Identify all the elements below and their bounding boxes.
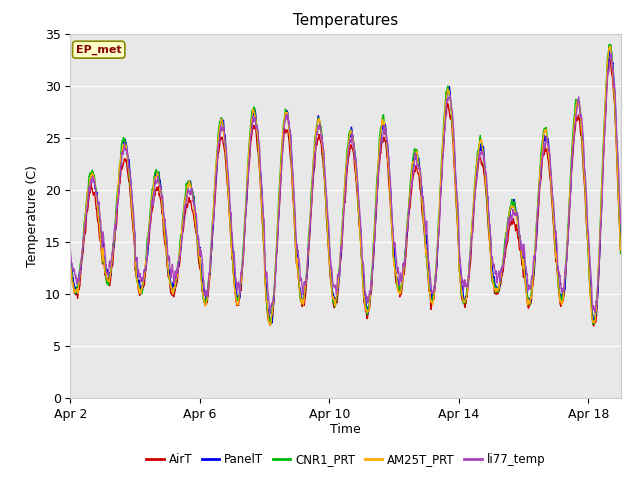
li77_temp <box>109 236 117 242</box>
AirT <box>500 261 508 266</box>
PanelT <box>185 181 193 187</box>
PanelT <box>617 233 625 239</box>
PanelT <box>268 320 276 326</box>
CNR1_PRT <box>606 41 614 47</box>
li77_temp <box>500 253 508 259</box>
AirT <box>606 56 614 62</box>
li77_temp <box>67 246 74 252</box>
li77_temp <box>607 51 615 57</box>
X-axis label: Time: Time <box>330 422 361 435</box>
CNR1_PRT <box>67 259 74 265</box>
Text: EP_met: EP_met <box>76 45 122 55</box>
li77_temp <box>232 276 239 282</box>
PanelT <box>369 263 377 268</box>
li77_temp <box>185 189 193 194</box>
CNR1_PRT <box>589 321 597 327</box>
CNR1_PRT <box>109 241 117 247</box>
PanelT <box>607 42 614 48</box>
Line: CNR1_PRT: CNR1_PRT <box>70 44 621 324</box>
Title: Temperatures: Temperatures <box>293 13 398 28</box>
AM25T_PRT <box>267 323 275 329</box>
AirT <box>67 264 74 270</box>
CNR1_PRT <box>232 292 239 298</box>
AirT <box>109 251 117 256</box>
AirT <box>232 295 239 300</box>
PanelT <box>232 286 239 291</box>
CNR1_PRT <box>178 227 186 232</box>
AM25T_PRT <box>109 240 117 246</box>
PanelT <box>178 231 186 237</box>
AirT <box>185 195 193 201</box>
Y-axis label: Temperature (C): Temperature (C) <box>26 165 39 267</box>
AM25T_PRT <box>67 263 74 268</box>
PanelT <box>109 246 117 252</box>
AM25T_PRT <box>369 253 377 259</box>
AirT <box>590 323 598 329</box>
li77_temp <box>178 237 186 243</box>
Legend: AirT, PanelT, CNR1_PRT, AM25T_PRT, li77_temp: AirT, PanelT, CNR1_PRT, AM25T_PRT, li77_… <box>141 448 550 470</box>
PanelT <box>67 255 74 261</box>
CNR1_PRT <box>185 180 193 185</box>
Line: li77_temp: li77_temp <box>70 54 621 315</box>
CNR1_PRT <box>500 249 508 254</box>
li77_temp <box>369 257 377 263</box>
AM25T_PRT <box>500 253 508 259</box>
AirT <box>369 263 377 269</box>
AM25T_PRT <box>617 248 625 253</box>
CNR1_PRT <box>617 251 625 256</box>
li77_temp <box>617 221 625 227</box>
Line: AM25T_PRT: AM25T_PRT <box>70 46 621 326</box>
AM25T_PRT <box>178 226 186 232</box>
CNR1_PRT <box>369 252 377 257</box>
Line: PanelT: PanelT <box>70 45 621 323</box>
li77_temp <box>266 312 273 318</box>
AirT <box>617 251 625 256</box>
AM25T_PRT <box>185 180 193 186</box>
Line: AirT: AirT <box>70 59 621 326</box>
PanelT <box>500 253 508 259</box>
AirT <box>178 232 186 238</box>
AM25T_PRT <box>606 43 614 49</box>
AM25T_PRT <box>232 292 239 298</box>
